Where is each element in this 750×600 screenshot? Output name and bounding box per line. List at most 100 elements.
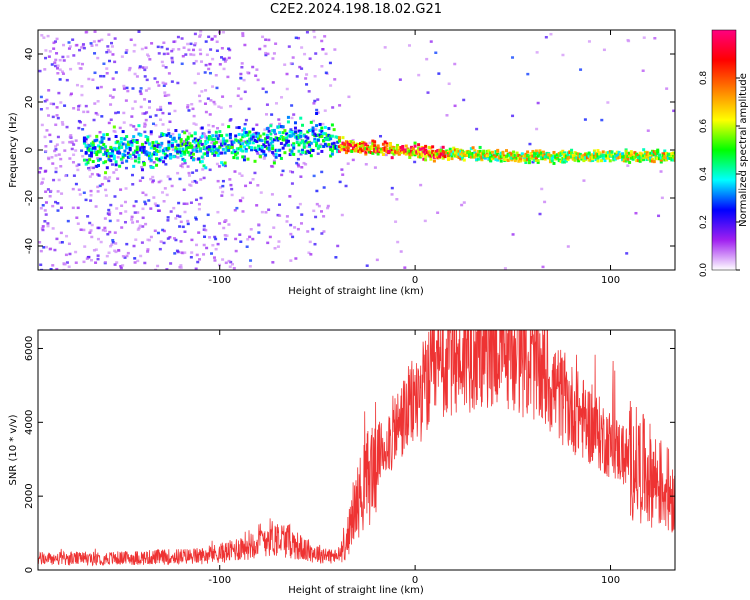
spectrogram-noise-cell bbox=[313, 99, 317, 103]
spectrogram-ridge-cell bbox=[513, 153, 517, 157]
spectrogram-ridge-cell bbox=[654, 150, 658, 154]
spectrogram-noise-cell bbox=[317, 204, 321, 208]
spectrogram-ridge-cell bbox=[156, 158, 160, 162]
spectrogram-ridge-cell bbox=[330, 152, 334, 156]
spectrogram-noise-cell bbox=[40, 123, 44, 127]
spectrogram-noise-cell bbox=[125, 242, 129, 246]
spectrogram-ridge-cell bbox=[97, 150, 101, 154]
spectrogram-ridge-cell bbox=[359, 147, 363, 151]
spectrogram-noise-cell bbox=[125, 86, 129, 90]
spectrogram-noise-cell bbox=[94, 248, 98, 251]
spectrogram-ridge-cell bbox=[515, 156, 519, 160]
spectrogram-noise-cell bbox=[68, 252, 72, 256]
spectrogram-ridge-cell bbox=[267, 147, 271, 151]
spectrogram-ridge-cell bbox=[476, 150, 480, 154]
spectrogram-ridge-cell bbox=[281, 131, 285, 135]
spectrogram-noise-cell bbox=[227, 223, 231, 226]
spectrogram-ridge-cell bbox=[378, 148, 382, 152]
spectrogram-noise-cell bbox=[167, 128, 171, 132]
spectrogram-ridge-cell bbox=[596, 149, 600, 153]
spectrogram-ridge-cell bbox=[290, 151, 294, 155]
spectrogram-ridge-cell bbox=[517, 153, 521, 157]
spectrogram-ridge-cell bbox=[466, 151, 470, 155]
spectrogram-ridge-cell bbox=[455, 147, 459, 151]
spectrogram-noise-cell bbox=[322, 215, 326, 218]
spectrogram-ridge-cell bbox=[316, 133, 320, 137]
spectrogram-ridge-cell bbox=[499, 159, 503, 163]
spectrogram-noise-cell bbox=[170, 184, 174, 188]
spectrogram-noise-cell bbox=[69, 134, 73, 137]
spectrogram-ridge-cell bbox=[450, 150, 454, 154]
spectrogram-ridge-cell bbox=[631, 155, 635, 159]
spectrogram-noise-cell bbox=[219, 106, 223, 109]
spectrogram-ridge-cell bbox=[575, 156, 579, 160]
spectrogram-ridge-cell bbox=[181, 147, 185, 151]
spectrogram-ridge-cell bbox=[408, 149, 412, 153]
spectrogram-noise-cell bbox=[306, 230, 310, 233]
spectrogram-noise-cell bbox=[137, 226, 141, 230]
spectrogram-ridge-cell bbox=[656, 157, 660, 161]
spectrogram-ridge-cell bbox=[221, 147, 225, 151]
spectrogram-ridge-cell bbox=[191, 158, 195, 162]
spectrogram-ridge-cell bbox=[545, 155, 549, 159]
spectrogram-ridge-cell bbox=[257, 137, 261, 141]
spectrogram-noise-cell bbox=[106, 48, 110, 52]
spectrogram-noise-cell bbox=[67, 41, 71, 44]
spectrogram-noise-cell bbox=[141, 225, 145, 228]
spectrogram-ridge-cell bbox=[137, 156, 141, 160]
spectrogram-ridge-cell bbox=[564, 154, 568, 158]
spectrogram-ridge-cell bbox=[385, 144, 389, 148]
spectrogram-ridge-cell bbox=[179, 138, 183, 142]
spectrogram-ridge-cell bbox=[309, 128, 313, 132]
spectrogram-ridge-cell bbox=[344, 146, 348, 150]
spectrogram-noise-cell bbox=[189, 53, 193, 56]
spectrogram-ridge-cell bbox=[146, 136, 150, 140]
spectrogram-noise-cell bbox=[338, 104, 342, 107]
spectrogram-noise-cell bbox=[132, 204, 136, 208]
spectrogram-noise-cell bbox=[217, 165, 221, 168]
spectrogram-noise-cell bbox=[89, 189, 93, 193]
spectrogram-ridge-cell bbox=[571, 157, 575, 161]
spectrogram-ridge-cell bbox=[571, 156, 575, 160]
spectrogram-noise-cell bbox=[399, 250, 403, 253]
spectrogram-ridge-cell bbox=[346, 146, 350, 150]
spectrogram-ridge-cell bbox=[177, 149, 181, 153]
spectrogram-ridge-cell bbox=[429, 157, 433, 161]
spectrogram-ridge-cell bbox=[341, 136, 345, 140]
spectrogram-noise-cell bbox=[126, 89, 130, 93]
spectrogram-noise-cell bbox=[80, 62, 84, 66]
spectrogram-ridge-cell bbox=[330, 134, 334, 138]
spectrogram-noise-cell bbox=[109, 41, 113, 45]
spectrogram-ridge-cell bbox=[638, 151, 642, 155]
spectrogram-noise-cell bbox=[88, 175, 92, 178]
spectrogram-noise-cell bbox=[157, 84, 161, 87]
spectrogram-ridge-cell bbox=[242, 127, 246, 131]
spectrogram-ridge-cell bbox=[540, 151, 544, 155]
spectrogram-ridge-cell bbox=[183, 159, 187, 163]
spectrogram-noise-cell bbox=[141, 176, 145, 180]
spectrogram-noise-cell bbox=[296, 157, 300, 161]
spectrogram-ridge-cell bbox=[441, 156, 445, 160]
spectrogram-noise-cell bbox=[251, 178, 255, 181]
spectrogram-ridge-cell bbox=[424, 158, 428, 162]
spectrogram-ridge-cell bbox=[308, 144, 312, 148]
spectrogram-ridge-cell bbox=[193, 137, 197, 141]
spectrogram-ridge-cell bbox=[585, 156, 589, 160]
spectrogram-ridge-cell bbox=[615, 156, 619, 160]
spectrogram-noise-cell bbox=[300, 166, 304, 169]
spectrogram-ridge-cell bbox=[543, 155, 547, 159]
spectrogram-ridge-cell bbox=[227, 145, 231, 149]
spectrogram-ridge-cell bbox=[536, 159, 540, 163]
spectrogram-ridge-cell bbox=[441, 149, 445, 153]
spectrogram-ridge-cell bbox=[293, 121, 297, 125]
spectrogram-noise-cell bbox=[241, 34, 245, 38]
spectrogram-ridge-cell bbox=[413, 153, 417, 157]
spectrogram-noise-cell bbox=[164, 163, 168, 166]
spectrogram-ridge-cell bbox=[213, 153, 217, 157]
spectrogram-noise-cell bbox=[191, 171, 195, 174]
spectrogram-ridge-cell bbox=[149, 165, 153, 169]
spectrogram-ridge-cell bbox=[383, 148, 387, 152]
spectrogram-ridge-cell bbox=[399, 146, 403, 150]
spectrogram-ridge-cell bbox=[612, 155, 616, 159]
spectrogram-ridge-cell bbox=[221, 163, 225, 167]
